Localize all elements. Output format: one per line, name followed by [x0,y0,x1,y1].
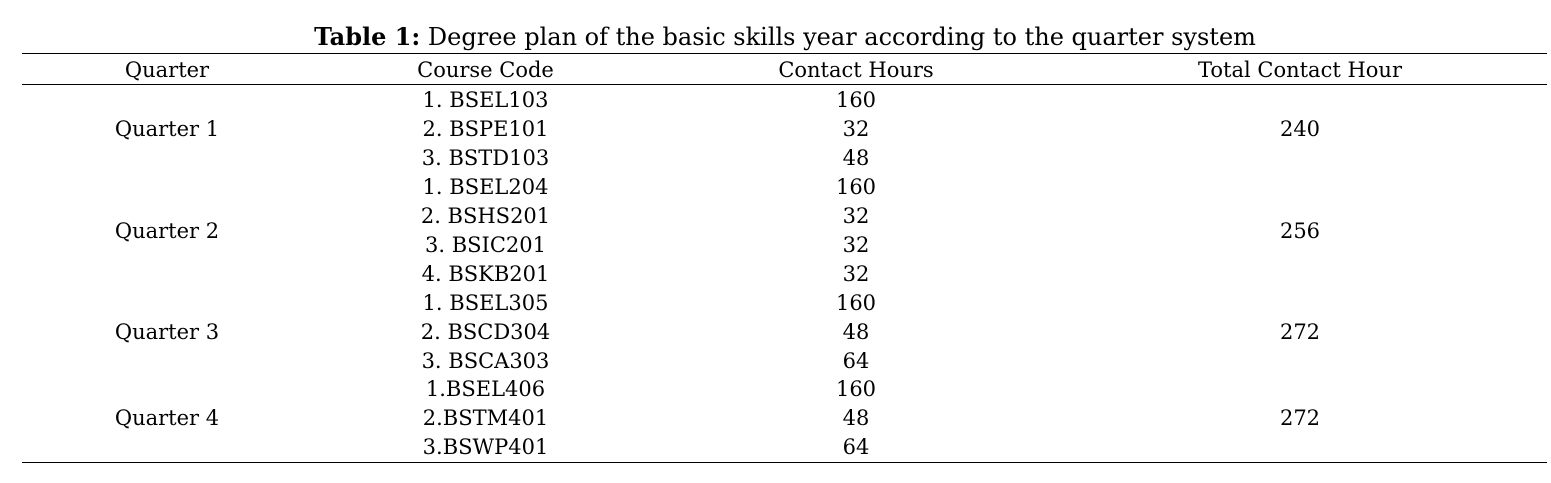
quarter-group: Quarter 3 1. BSEL305 2. BSCD304 3. BSCA3… [22,289,1547,376]
top-rule [22,53,1547,54]
contact-hours: 32 [842,117,870,141]
header-rule [22,84,1547,85]
contact-hours: 48 [842,146,870,170]
header-quarter: Quarter [124,58,210,82]
bottom-rule [22,462,1547,463]
course-code: 3. BSIC201 [425,233,546,257]
course-code-list: 1. BSEL204 2. BSHS201 3. BSIC201 4. BSKB… [312,173,659,289]
header-course-code: Course Code [417,58,554,82]
course-code: 2. BSCD304 [420,320,551,344]
contact-hours-list: 160 48 64 [659,289,1053,376]
total-contact-hour: 240 [1279,117,1321,141]
course-code: 1.BSEL406 [425,377,546,401]
course-code-list: 1. BSEL305 2. BSCD304 3. BSCA303 [312,289,659,376]
quarter-label: Quarter 3 [114,320,220,344]
contact-hours-list: 160 32 32 32 [659,173,1053,289]
course-code-list: 1. BSEL103 2. BSPE101 3. BSTD103 [312,86,659,173]
caption-text: Degree plan of the basic skills year acc… [420,23,1256,51]
contact-hours: 160 [835,88,877,112]
contact-hours: 64 [842,435,870,459]
contact-hours: 32 [842,262,870,286]
contact-hours: 48 [842,320,870,344]
quarter-group: Quarter 2 1. BSEL204 2. BSHS201 3. BSIC2… [22,173,1547,289]
quarter-label: Quarter 4 [114,406,220,430]
quarter-label: Quarter 1 [114,117,220,141]
contact-hours: 160 [835,175,877,199]
header-total-contact-hour: Total Contact Hour [1198,58,1402,82]
contact-hours-list: 160 32 48 [659,86,1053,173]
contact-hours: 32 [842,233,870,257]
course-code: 3. BSTD103 [421,146,550,170]
course-code: 1. BSEL204 [422,175,549,199]
course-code: 1. BSEL305 [422,291,549,315]
course-code-list: 1.BSEL406 2.BSTM401 3.BSWP401 [312,375,659,462]
quarter-group: Quarter 4 1.BSEL406 2.BSTM401 3.BSWP401 … [22,375,1547,462]
course-code: 2. BSPE101 [422,117,549,141]
contact-hours: 32 [842,204,870,228]
total-contact-hour: 272 [1279,320,1321,344]
course-code: 2. BSHS201 [420,204,551,228]
total-contact-hour: 256 [1279,219,1321,243]
contact-hours: 64 [842,349,870,373]
contact-hours: 48 [842,406,870,430]
caption-label: Table 1: [314,22,421,51]
course-code: 3.BSWP401 [422,435,549,459]
course-code: 2.BSTM401 [422,406,549,430]
course-code: 1. BSEL103 [422,88,549,112]
course-code: 3. BSCA303 [421,349,550,373]
table-caption: Table 1: Degree plan of the basic skills… [0,22,1551,52]
quarter-group: Quarter 1 1. BSEL103 2. BSPE101 3. BSTD1… [22,86,1547,173]
contact-hours-list: 160 48 64 [659,375,1053,462]
contact-hours: 160 [835,291,877,315]
header-contact-hours: Contact Hours [778,58,934,82]
quarter-label: Quarter 2 [114,219,220,243]
course-code: 4. BSKB201 [421,262,550,286]
contact-hours: 160 [835,377,877,401]
total-contact-hour: 272 [1279,406,1321,430]
